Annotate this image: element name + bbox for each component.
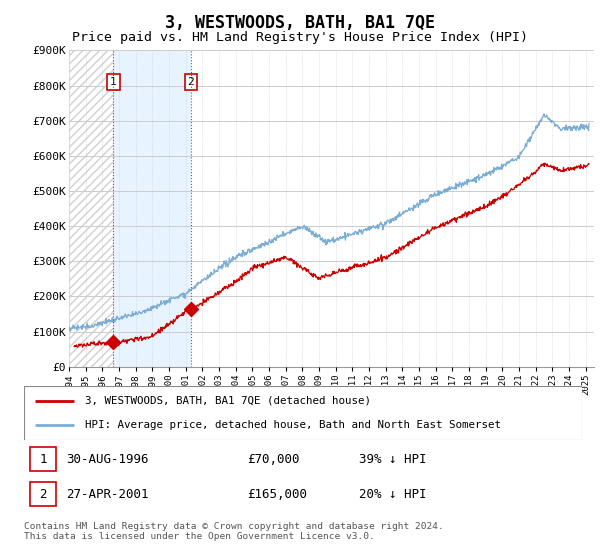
Text: 1: 1	[39, 452, 47, 466]
Text: 39% ↓ HPI: 39% ↓ HPI	[359, 452, 426, 466]
Text: £70,000: £70,000	[247, 452, 300, 466]
Text: 2: 2	[39, 488, 47, 501]
Text: 30-AUG-1996: 30-AUG-1996	[66, 452, 148, 466]
Bar	[69, 50, 113, 367]
Text: 20% ↓ HPI: 20% ↓ HPI	[359, 488, 426, 501]
Text: Price paid vs. HM Land Registry's House Price Index (HPI): Price paid vs. HM Land Registry's House …	[72, 31, 528, 44]
Text: Contains HM Land Registry data © Crown copyright and database right 2024.
This d: Contains HM Land Registry data © Crown c…	[24, 522, 444, 542]
Text: 1: 1	[110, 77, 117, 87]
Bar	[29, 482, 56, 506]
Text: £165,000: £165,000	[247, 488, 307, 501]
Text: 3, WESTWOODS, BATH, BA1 7QE: 3, WESTWOODS, BATH, BA1 7QE	[165, 14, 435, 32]
Text: HPI: Average price, detached house, Bath and North East Somerset: HPI: Average price, detached house, Bath…	[85, 420, 502, 430]
Text: 27-APR-2001: 27-APR-2001	[66, 488, 148, 501]
Text: 3, WESTWOODS, BATH, BA1 7QE (detached house): 3, WESTWOODS, BATH, BA1 7QE (detached ho…	[85, 396, 371, 406]
Bar	[113, 50, 191, 367]
Text: 2: 2	[188, 77, 194, 87]
Bar	[29, 447, 56, 471]
